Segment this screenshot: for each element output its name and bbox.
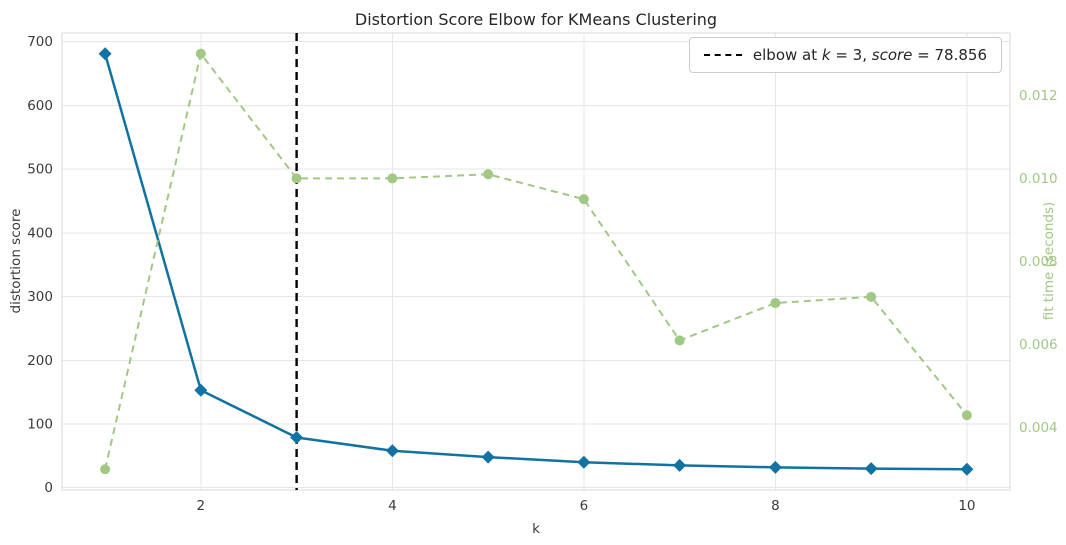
plot-border [61,32,1011,491]
legend-math-part: score [871,46,913,64]
right-y-tick-label: 0.012 [1019,88,1058,104]
left-y-tick-label: 300 [27,289,53,305]
left-y-tick-label: 0 [44,480,53,496]
diamond-marker [481,450,495,464]
right-y-axis-label: fit time (seconds) [1041,201,1057,321]
diamond-marker [98,47,112,61]
distortion-score-series [98,47,974,476]
left-y-tick-label: 700 [27,34,53,50]
circle-marker [483,169,494,180]
circle-marker [387,173,398,184]
circle-marker [291,173,302,184]
legend-text-part: elbow at [752,46,822,64]
right-y-tick-label: 0.010 [1019,171,1058,187]
legend-label: elbow at k = 3, score = 78.856 [753,46,987,64]
diamond-marker [768,460,782,474]
right-y-tick-label: 0.006 [1019,337,1058,353]
left-y-tick-label: 100 [27,416,53,432]
legend-text-part: = 3, [830,46,872,64]
fit-time-line [104,52,968,470]
circle-marker [866,291,877,302]
right-y-tick-label: 0.008 [1019,254,1058,270]
distortion-score-line [103,53,967,471]
x-tick-label: 4 [388,498,397,514]
diamond-marker [673,458,687,472]
circle-marker [674,335,685,346]
circle-marker [100,464,111,475]
x-tick-label: 2 [197,498,206,514]
circle-marker [195,48,206,59]
left-y-axis-label: distortion score [8,208,24,314]
chart-title: Distortion Score Elbow for KMeans Cluste… [354,10,718,29]
left-y-tick-label: 600 [27,98,53,114]
left-y-tick-label: 200 [27,353,53,369]
circle-marker [578,194,589,205]
x-tick-label: 10 [958,498,975,514]
left-y-tick-label: 400 [27,225,53,241]
diamond-marker [385,444,399,458]
tick-labels: 2 4 6 8 1001002003004005006007000.0040.0060.… [27,34,1057,514]
right-y-tick-label: 0.004 [1019,420,1058,436]
left-y-tick-label: 500 [27,162,53,178]
diamond-marker [194,383,208,397]
diamond-marker [864,462,878,476]
diamond-marker [577,455,591,469]
diamond-marker [290,430,304,444]
grid-lines [62,33,1010,490]
diamond-marker [960,462,974,476]
circle-marker [770,298,781,309]
circle-marker [961,410,972,421]
x-tick-label: 6 [580,498,589,514]
elbow-line-legend-sample [703,54,742,56]
fit-time-series [100,48,972,475]
x-tick-label: 8 [771,498,780,514]
x-axis-label: k [532,521,540,537]
legend-text-part: = 78.856 [912,46,987,64]
legend-math-part: k [821,46,831,64]
legend: elbow at k = 3, score = 78.856 [688,37,1002,73]
